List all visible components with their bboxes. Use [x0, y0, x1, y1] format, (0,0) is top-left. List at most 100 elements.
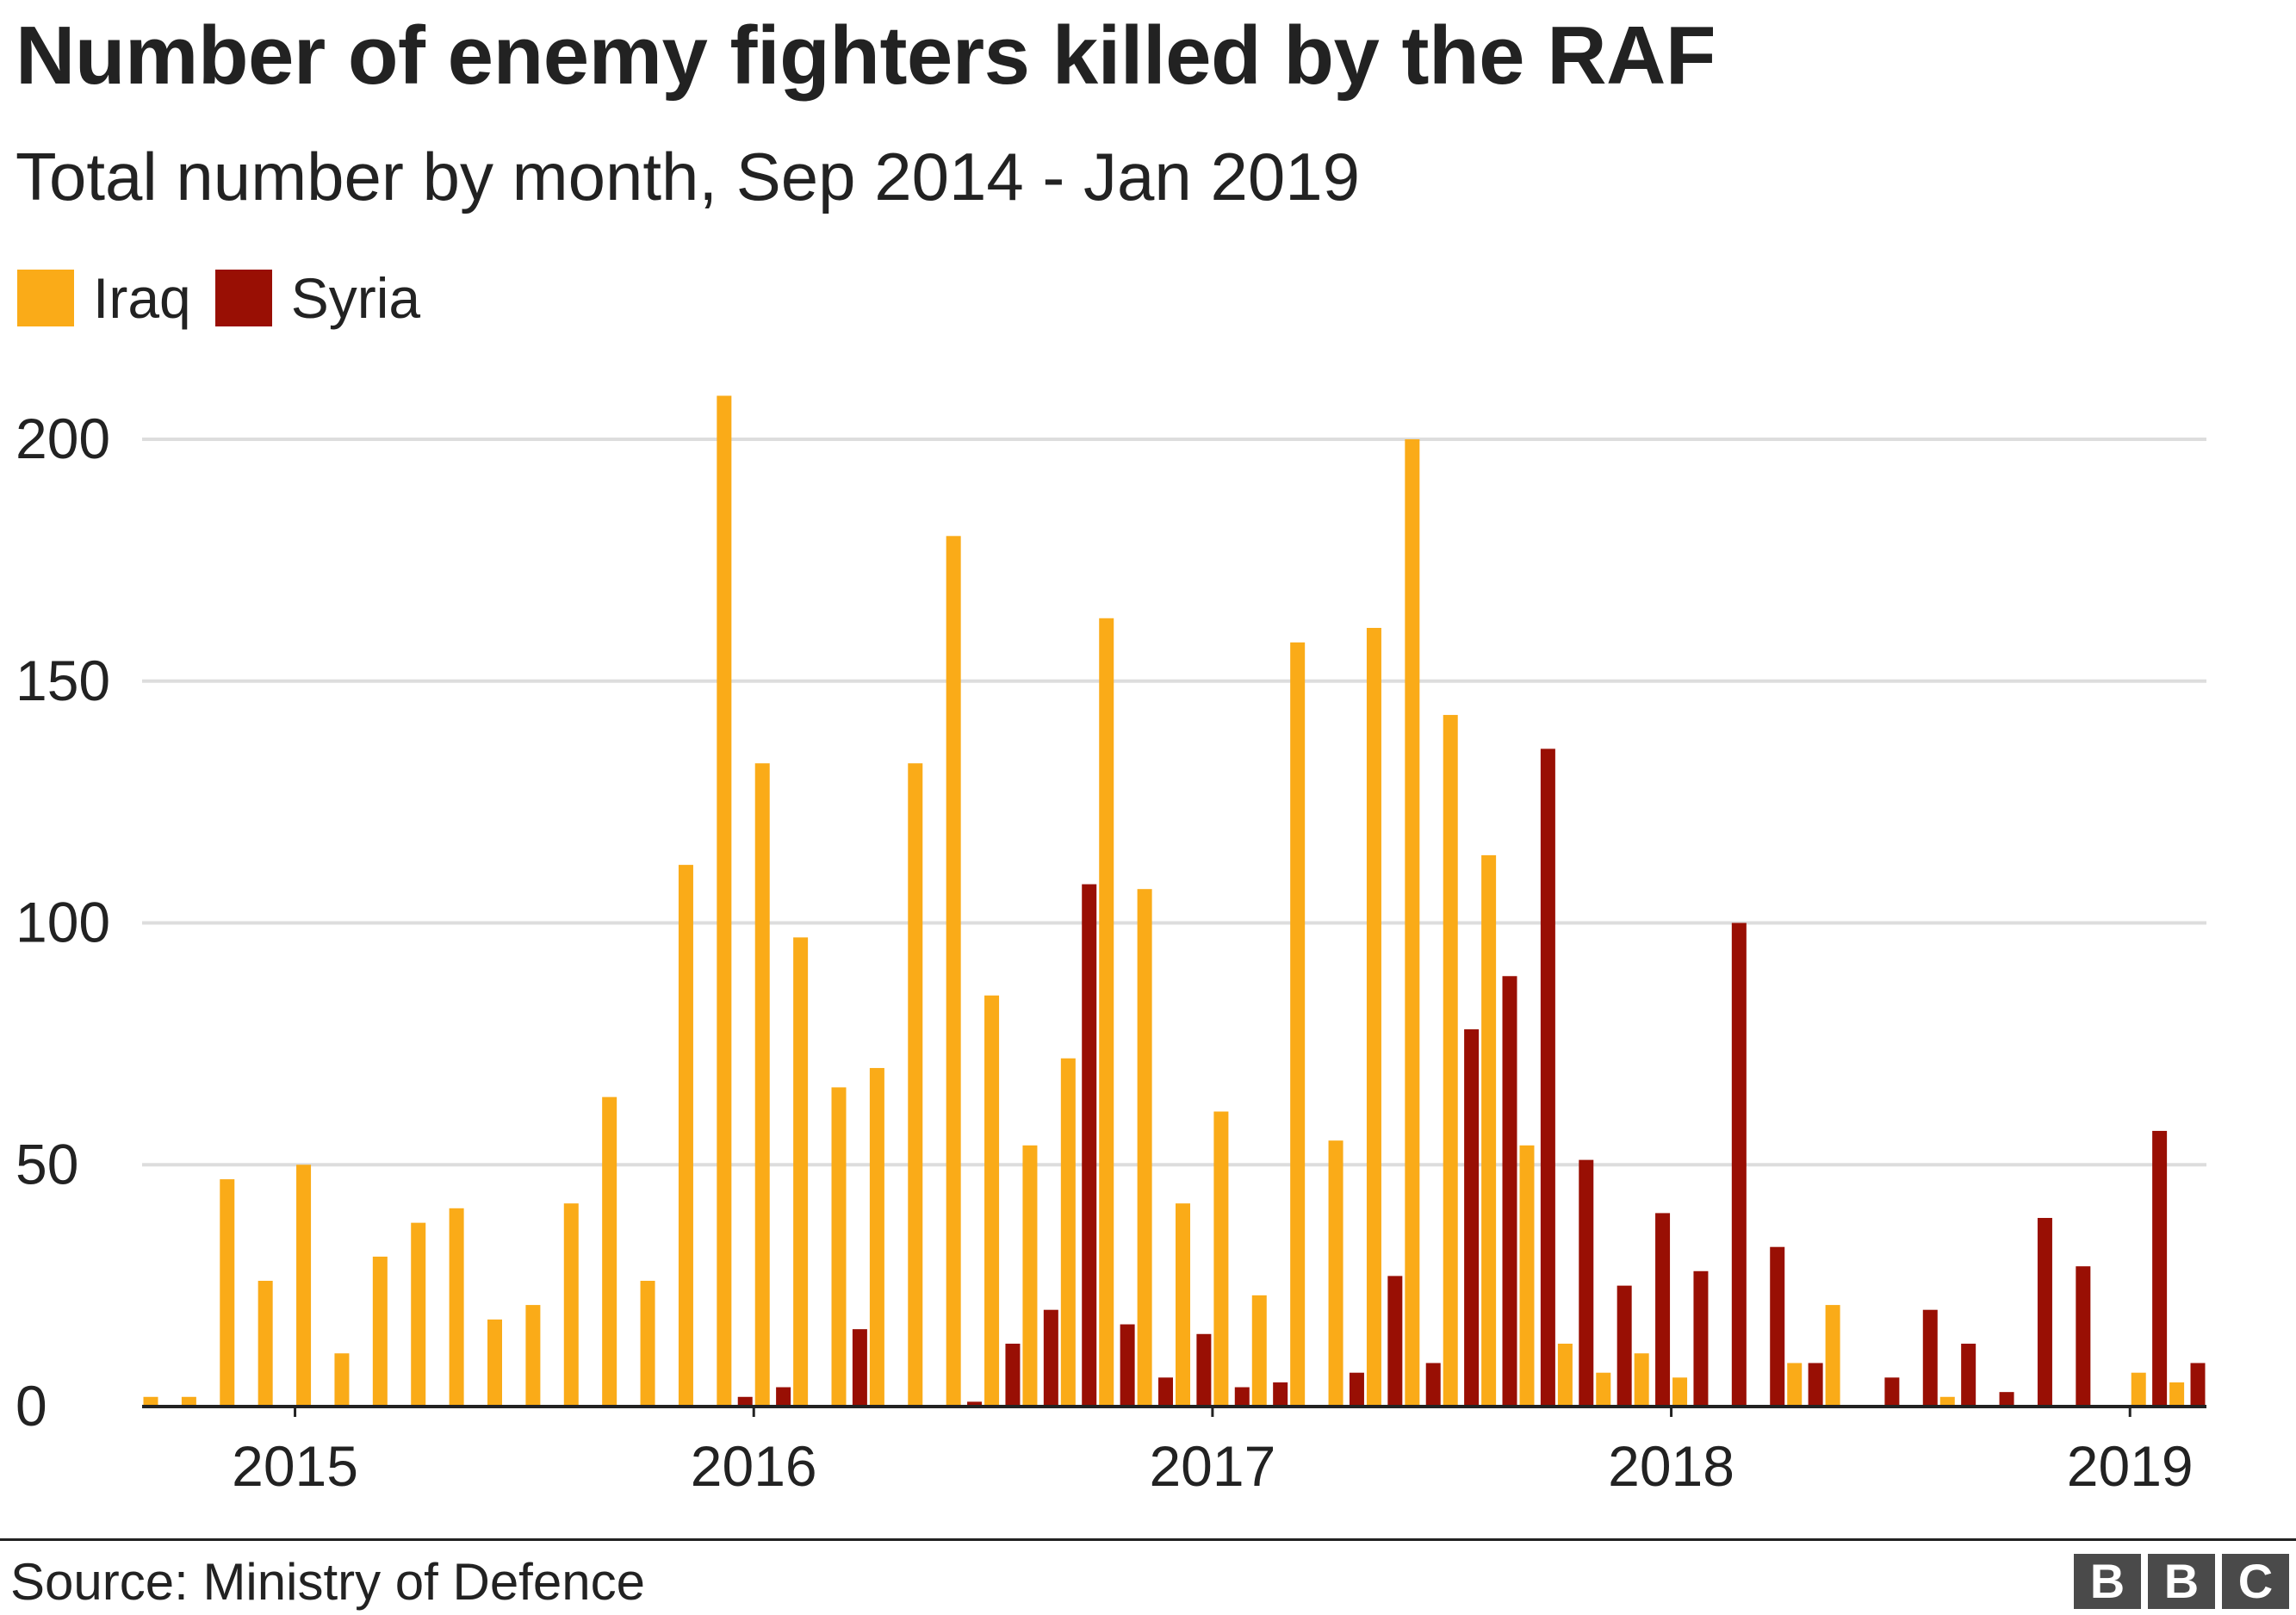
y-tick-label: 200 — [16, 407, 110, 470]
legend-swatch-iraq — [17, 269, 74, 326]
legend-item-syria: Syria — [214, 265, 421, 331]
bar-iraq — [1328, 1140, 1343, 1407]
bar-iraq — [296, 1165, 312, 1407]
bar-iraq — [1176, 1203, 1190, 1407]
bar-iraq — [1137, 889, 1152, 1407]
bar-syria — [1808, 1363, 1823, 1407]
bar-syria — [1273, 1382, 1288, 1407]
x-tick-label: 2017 — [1149, 1434, 1275, 1498]
bar-iraq — [984, 995, 1000, 1407]
x-tick-label: 2016 — [691, 1434, 817, 1498]
bar-iraq — [258, 1281, 273, 1407]
bbc-logo-letter: C — [2222, 1554, 2289, 1609]
bar-syria — [1234, 1387, 1250, 1407]
bar-chart: 0 50 100 150 200 2015 2016 2017 2018 2019 — [16, 395, 2206, 1498]
bar-syria — [1120, 1324, 1135, 1407]
bar-syria — [737, 1396, 753, 1407]
bar-iraq — [946, 536, 961, 1407]
bar-syria — [1884, 1377, 1900, 1407]
bar-iraq — [640, 1281, 655, 1407]
legend-label-syria: Syria — [290, 265, 421, 330]
y-tick-label: 50 — [16, 1132, 78, 1196]
bar-syria — [1922, 1309, 1938, 1407]
bar-syria — [1196, 1333, 1212, 1407]
bar-syria — [1425, 1363, 1441, 1407]
bar-syria — [2152, 1130, 2168, 1407]
bar-iraq — [1060, 1058, 1076, 1407]
bar-iraq — [1022, 1145, 1038, 1407]
bar-syria — [1005, 1344, 1021, 1407]
x-tick-label: 2019 — [2067, 1434, 2194, 1498]
y-tick-label: 150 — [16, 649, 110, 712]
legend: Iraq Syria — [17, 265, 444, 330]
bar-iraq — [1366, 627, 1381, 1407]
bar-syria — [2076, 1266, 2091, 1407]
bar-iraq — [1213, 1111, 1229, 1407]
bar-iraq — [602, 1096, 617, 1407]
bar-iraq — [563, 1203, 579, 1407]
legend-item-iraq: Iraq — [17, 265, 191, 331]
bar-syria — [1770, 1246, 1785, 1407]
bar-syria — [1999, 1392, 2014, 1407]
bar-syria — [2190, 1363, 2206, 1407]
bar-iraq — [372, 1256, 388, 1407]
source-note: Source: Ministry of Defence — [10, 1553, 645, 1611]
bar-syria — [852, 1329, 867, 1407]
chart-subtitle: Total number by month, Sep 2014 - Jan 20… — [16, 139, 1360, 214]
bbc-logo-letter: B — [2148, 1554, 2215, 1609]
bar-iraq — [220, 1179, 235, 1407]
x-tick-label: 2015 — [232, 1434, 358, 1498]
bar-iraq — [2169, 1382, 2185, 1407]
legend-label-iraq: Iraq — [93, 265, 191, 330]
bar-syria — [1158, 1377, 1173, 1407]
bar-iraq — [831, 1087, 847, 1407]
bar-syria — [1655, 1213, 1671, 1407]
bar-iraq — [1672, 1377, 1688, 1407]
bar-syria — [1731, 922, 1747, 1407]
bar-syria — [1617, 1285, 1632, 1407]
bar-syria — [2037, 1218, 2052, 1407]
bar-iraq — [1519, 1145, 1535, 1407]
bar-iraq — [1251, 1295, 1267, 1407]
bar-syria — [776, 1387, 791, 1407]
bar-syria — [1540, 748, 1555, 1407]
bar-iraq — [1290, 642, 1306, 1407]
y-tick-label: 0 — [16, 1374, 47, 1438]
bar-iraq — [717, 395, 732, 1407]
bar-iraq — [181, 1396, 196, 1407]
bar-iraq — [1634, 1353, 1649, 1407]
bar-iraq — [1557, 1344, 1573, 1407]
bar-iraq — [334, 1353, 350, 1407]
bar-iraq — [908, 763, 923, 1407]
bar-iraq — [793, 937, 809, 1407]
footer-divider — [0, 1538, 2296, 1541]
bar-syria — [1349, 1372, 1364, 1407]
bbc-logo: B B C — [2067, 1554, 2289, 1609]
bar-syria — [1693, 1270, 1709, 1407]
bar-iraq — [1099, 618, 1114, 1407]
bar-syria — [1961, 1344, 1976, 1407]
bar-iraq — [487, 1319, 502, 1407]
bar-iraq — [678, 865, 693, 1407]
bar-syria — [967, 1401, 983, 1407]
bar-iraq — [2131, 1372, 2146, 1407]
bar-iraq — [1596, 1372, 1611, 1407]
bar-iraq — [1443, 715, 1458, 1407]
x-tick-label: 2018 — [1608, 1434, 1734, 1498]
bar-iraq — [449, 1208, 464, 1407]
bar-syria — [1043, 1309, 1058, 1407]
legend-swatch-syria — [214, 269, 272, 326]
bar-iraq — [1939, 1396, 1955, 1407]
y-tick-label: 100 — [16, 891, 110, 954]
bar-syria — [1387, 1276, 1403, 1407]
bar-syria — [1464, 1029, 1480, 1407]
bar-iraq — [143, 1396, 158, 1407]
bar-iraq — [1825, 1305, 1840, 1407]
bar-syria — [1502, 976, 1517, 1407]
chart-title: Number of enemy fighters killed by the R… — [16, 9, 1716, 102]
bar-iraq — [1787, 1363, 1803, 1407]
bbc-logo-letter: B — [2074, 1554, 2141, 1609]
bar-iraq — [1405, 439, 1420, 1407]
bar-iraq — [869, 1067, 884, 1407]
bar-syria — [1579, 1159, 1594, 1407]
